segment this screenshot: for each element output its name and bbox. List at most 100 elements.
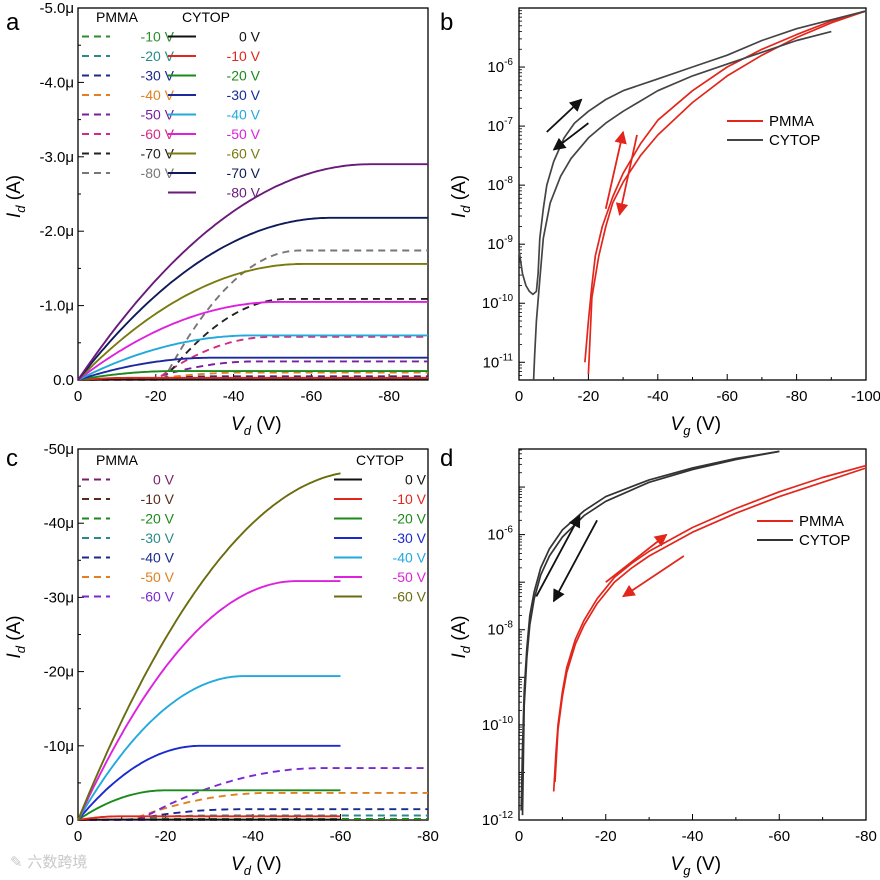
legend-label-cytop-0-v: 0 V: [239, 29, 261, 45]
y-tick-label: 10-6: [487, 57, 513, 76]
legend-label-pmma-40-v: -40 V: [141, 550, 175, 566]
legend-label-cytop-70-v: -70 V: [227, 165, 261, 181]
x-tick-label: -20: [578, 388, 600, 405]
series-line-pmma-60-v: [78, 335, 428, 381]
legend-label-cytop: CYTOP: [769, 132, 820, 149]
series-line-pmma-30-v: [78, 375, 428, 381]
y-tick-base: 10: [482, 717, 499, 734]
legend-label-cytop-20-v: -20 V: [227, 68, 261, 84]
x-tick-label: -40: [682, 828, 704, 845]
y-tick-exponent: -12: [499, 810, 514, 821]
y-axis-unit: (A): [449, 615, 470, 646]
sweep-arrow-4: [622, 555, 685, 598]
y-tick-label: -4.0μ: [40, 74, 75, 91]
legend-label-pmma-10-v: -10 V: [141, 491, 175, 507]
series-line-cytop-30-v: [77, 744, 341, 821]
y-axis-label-c: Id (A): [4, 615, 28, 658]
y-axis-symbol: I: [449, 653, 470, 659]
y-tick-exponent: -6: [504, 57, 513, 68]
panel-letter-b: b: [440, 9, 453, 36]
x-tick-label: -40: [647, 388, 669, 405]
y-axis-symbol: I: [4, 653, 25, 659]
y-axis-label-d: Id (A): [449, 615, 473, 658]
y-tick-exponent: -10: [499, 715, 514, 726]
series-line-cytop-reverse: [521, 450, 780, 816]
legend-title-cytop: CYTOP: [182, 9, 230, 25]
series-line-cytop-forward: [520, 450, 780, 811]
x-tick-label: -40: [242, 828, 264, 845]
y-axis-label-b: Id (A): [449, 175, 473, 218]
legend-label-cytop-80-v: -80 V: [227, 185, 261, 201]
y-tick-label: 0: [66, 812, 74, 829]
series-line-cytop-20-v: [77, 789, 341, 821]
legend-label-cytop-60-v: -60 V: [393, 589, 427, 605]
series-line-cytop-10-v: [77, 376, 428, 381]
legend-label-cytop-30-v: -30 V: [227, 87, 261, 103]
legend-label-cytop-40-v: -40 V: [393, 550, 427, 566]
series-line-cytop-30-v: [77, 356, 428, 381]
series-line-cytop-40-v: [77, 334, 428, 381]
y-tick-label: -2.0μ: [40, 223, 75, 240]
y-tick-base: 10: [487, 236, 504, 253]
y-tick-label: 10-9: [487, 234, 513, 253]
sweep-arrow-3: [605, 533, 668, 583]
y-axis-subscript: d: [13, 205, 28, 213]
x-axis-label-d: Vg (V): [671, 854, 722, 878]
x-tick-label: -60: [330, 828, 352, 845]
x-tick-label: -60: [300, 388, 322, 405]
x-tick-label: 0: [515, 388, 523, 405]
y-tick-label: 10-11: [483, 352, 514, 371]
series-line-cytop-50-v: [77, 300, 428, 381]
legend-label-pmma: PMMA: [769, 113, 814, 130]
x-axis-unit: (V): [690, 414, 721, 435]
series-line-pmma-70-v: [78, 297, 428, 381]
y-tick-base: 10: [482, 295, 499, 312]
series-line-cytop-60-v: [77, 472, 341, 821]
legend-label-pmma-10-v: -10 V: [141, 29, 175, 45]
x-tick-label: -20: [155, 828, 177, 845]
sweep-arrow-2: [552, 519, 598, 603]
x-axis-symbol: V: [671, 414, 686, 435]
legend-label-pmma-40-v: -40 V: [141, 87, 175, 103]
y-tick-base: 10: [483, 354, 500, 371]
panel-letter-d: d: [440, 445, 453, 472]
plot-frame: [518, 448, 867, 821]
series-line-cytop-20-v: [77, 370, 428, 381]
x-tick-label: 0: [515, 828, 523, 845]
y-tick-label: -40μ: [44, 515, 74, 532]
series-line-cytop-70-v: [77, 216, 428, 381]
sweep-arrow-2: [552, 122, 589, 151]
series-line-pmma-forward: [584, 10, 867, 363]
y-axis-unit: (A): [449, 175, 470, 206]
legend-label-cytop-20-v: -20 V: [393, 511, 427, 527]
y-tick-label: 10-6: [487, 525, 513, 544]
y-tick-exponent: -11: [499, 352, 513, 363]
x-axis-unit: (V): [251, 414, 282, 435]
legend-label-pmma-70-v: -70 V: [141, 146, 175, 162]
x-axis-label-a: Vd (V): [231, 414, 282, 438]
x-axis-subscript: g: [683, 423, 691, 438]
sweep-arrow-3: [604, 130, 627, 209]
y-tick-base: 10: [487, 59, 504, 76]
legend-label-pmma-50-v: -50 V: [141, 107, 175, 123]
legend-label-pmma-60-v: -60 V: [141, 126, 175, 142]
watermark-text: 六数跨境: [27, 853, 88, 871]
sweep-arrow-1: [535, 514, 581, 597]
series-line-pmma-20-v: [78, 817, 428, 821]
y-tick-exponent: -7: [504, 116, 513, 127]
y-tick-label: -20μ: [44, 664, 74, 681]
legend-label-pmma-30-v: -30 V: [141, 530, 175, 546]
y-tick-label: 10-12: [482, 810, 514, 829]
y-tick-label: -1.0μ: [40, 298, 75, 315]
y-tick-label: -30μ: [44, 589, 74, 606]
series-line-cytop-reverse: [532, 30, 832, 381]
sweep-arrow-1: [546, 98, 583, 133]
y-axis-symbol: I: [449, 212, 470, 218]
x-tick-label: -20: [145, 388, 167, 405]
panel-letter-c: c: [6, 445, 18, 472]
chart-panel-a: 0 -20 -40 -60 -80 0.0 -1.0μ -2.0μ -3.0μ -4.0μ -5.0…: [4, 0, 429, 438]
y-axis-symbol: I: [4, 212, 25, 218]
series-line-pmma-40-v: [78, 371, 428, 381]
legend-label-cytop-10-v: -10 V: [393, 491, 427, 507]
x-tick-label: -100: [851, 388, 880, 405]
